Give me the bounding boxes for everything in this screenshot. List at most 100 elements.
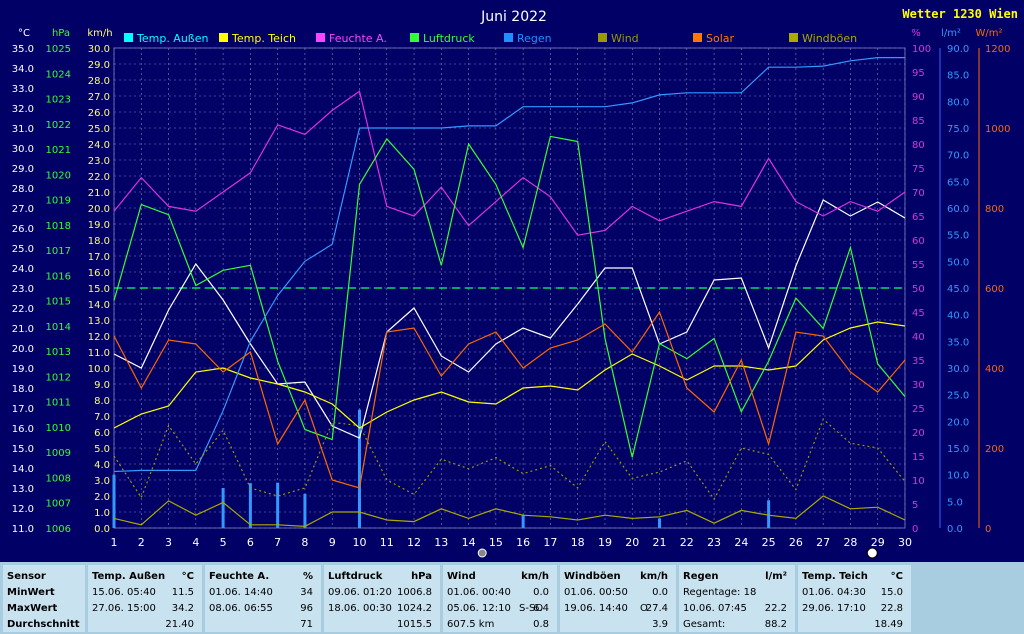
- max-value: 22.2: [764, 603, 787, 614]
- rain-bar: [521, 514, 525, 528]
- min-time: 00:40: [482, 587, 511, 598]
- stats-title: Regen: [683, 571, 719, 582]
- tick-label-wind_kmh: 1.0: [94, 508, 110, 519]
- tick-label-wind_kmh: 17.0: [88, 252, 110, 263]
- stats-unit: °C: [890, 571, 903, 582]
- stats-regen: Regen l/m² Regentage: 18 10.06. 07:45 22.2…: [679, 565, 795, 632]
- x-tick-label: 7: [274, 536, 281, 549]
- stats-title: Windböen: [564, 571, 621, 582]
- min-value: 15.0: [880, 587, 903, 598]
- tick-label-hum_pct: 5: [912, 500, 918, 511]
- tick-label-hum_pct: 70: [912, 188, 925, 199]
- tick-label-press_hpa: 1020: [46, 170, 71, 181]
- tick-label-temp_c: 20.0: [12, 344, 34, 355]
- min-time: 00:50: [599, 587, 628, 598]
- max-value: 96: [300, 603, 313, 614]
- tick-label-temp_c: 24.0: [12, 264, 34, 275]
- tick-label-press_hpa: 1019: [46, 196, 71, 207]
- tick-label-solar_wm2: 1000: [985, 124, 1010, 135]
- rain-days: Regentage: 18: [683, 587, 757, 598]
- tick-label-wind_kmh: 4.0: [94, 460, 110, 471]
- tick-label-wind_kmh: 28.0: [88, 76, 110, 87]
- tick-label-rain_lm2: 5.0: [947, 497, 963, 508]
- tick-label-hum_pct: 60: [912, 236, 925, 247]
- tick-label-temp_c: 33.0: [12, 84, 34, 95]
- x-tick-label: 6: [247, 536, 254, 549]
- tick-label-temp_c: 26.0: [12, 224, 34, 235]
- min-date: 01.06.: [209, 587, 241, 598]
- tick-label-press_hpa: 1007: [46, 499, 71, 510]
- avg-value: 0.8: [533, 619, 549, 630]
- min-date: 01.06.: [802, 587, 834, 598]
- tick-label-temp_c: 22.0: [12, 304, 34, 315]
- tick-label-wind_kmh: 24.0: [88, 140, 110, 151]
- tick-label-hum_pct: 75: [912, 164, 925, 175]
- tick-label-rain_lm2: 55.0: [947, 231, 969, 242]
- tick-label-temp_c: 17.0: [12, 404, 34, 415]
- tick-label-temp_c: 19.0: [12, 364, 34, 375]
- x-tick-label: 16: [516, 536, 530, 549]
- x-tick-label: 2: [138, 536, 145, 549]
- x-tick-label: 3: [165, 536, 172, 549]
- tick-label-temp_c: 29.0: [12, 164, 34, 175]
- x-tick-label: 17: [543, 536, 557, 549]
- tick-label-rain_lm2: 0.0: [947, 524, 963, 535]
- stats-luftdruck: Luftdruck hPa 09.06. 01:20 1006.8 18.06. 0…: [324, 565, 440, 632]
- legend-swatch: [124, 33, 133, 42]
- stats-labels: Sensor MinWert MaxWert Durchschnitt: [3, 565, 85, 632]
- series-line-temp-au-en: [113, 199, 906, 439]
- tick-label-hum_pct: 40: [912, 332, 925, 343]
- tick-label-hum_pct: 95: [912, 68, 925, 79]
- tick-label-wind_kmh: 10.0: [88, 364, 110, 375]
- tick-label-temp_c: 13.0: [12, 484, 34, 495]
- min-value: 11.5: [171, 587, 194, 598]
- tick-label-hum_pct: 25: [912, 404, 925, 415]
- legend-label: Regen: [517, 32, 552, 45]
- tick-label-solar_wm2: 200: [985, 444, 1004, 455]
- x-tick-label: 8: [301, 536, 308, 549]
- min-date: 09.06.: [328, 587, 360, 598]
- rain-bar: [658, 518, 662, 528]
- tick-label-press_hpa: 1024: [46, 69, 71, 80]
- stats-unit: l/m²: [765, 571, 787, 582]
- x-tick-label: 24: [734, 536, 748, 549]
- avg-value: 3.9: [652, 619, 668, 630]
- tick-label-rain_lm2: 50.0: [947, 257, 969, 268]
- stats-wind: Wind km/h 01.06. 00:40 0.0 05.06. 12:10 S-S…: [443, 565, 557, 632]
- stats-temp-teich: Temp. Teich °C 01.06. 04:30 15.0 29.06. 17…: [798, 565, 911, 632]
- x-tick-label: 11: [380, 536, 394, 549]
- tick-label-press_hpa: 1011: [46, 398, 71, 409]
- tick-label-wind_kmh: 11.0: [88, 348, 110, 359]
- x-tick-label: 18: [571, 536, 585, 549]
- chart-legend: Temp. Außen Temp. Teich Feuchte A. Luftdruc…: [124, 32, 857, 45]
- statistics-panel: Sensor MinWert MaxWert Durchschnitt Temp…: [0, 562, 1024, 634]
- min-time: 05:40: [127, 587, 156, 598]
- min-value: 1006.8: [397, 587, 432, 598]
- tick-label-rain_lm2: 15.0: [947, 444, 969, 455]
- max-value: 1024.2: [397, 603, 432, 614]
- tick-label-rain_lm2: 60.0: [947, 204, 969, 215]
- x-tick-label: 4: [192, 536, 199, 549]
- tick-label-temp_c: 27.0: [12, 204, 34, 215]
- tick-label-rain_lm2: 45.0: [947, 284, 969, 295]
- stats-label-avg: Durchschnitt: [7, 619, 80, 630]
- min-date: 15.06.: [92, 587, 124, 598]
- min-value: 34: [300, 587, 313, 598]
- tick-label-wind_kmh: 12.0: [88, 332, 110, 343]
- stats-label-min: MinWert: [7, 587, 55, 598]
- stats-title: Feuchte A.: [209, 571, 270, 582]
- max-date: 19.06.: [564, 603, 596, 614]
- x-tick-label: 19: [598, 536, 612, 549]
- legend-label: Feuchte A.: [329, 32, 387, 45]
- tick-label-rain_lm2: 85.0: [947, 71, 969, 82]
- x-tick-label: 20: [625, 536, 639, 549]
- max-value: 22.8: [880, 603, 903, 614]
- tick-label-temp_c: 21.0: [12, 324, 34, 335]
- tick-label-wind_kmh: 9.0: [94, 380, 110, 391]
- stats-label-max: MaxWert: [7, 603, 58, 614]
- stats-unit: %: [302, 571, 313, 582]
- max-value: 6.4: [533, 603, 549, 614]
- series-line-solar: [113, 310, 906, 489]
- avg-value: 21.40: [165, 619, 194, 630]
- tick-label-hum_pct: 45: [912, 308, 925, 319]
